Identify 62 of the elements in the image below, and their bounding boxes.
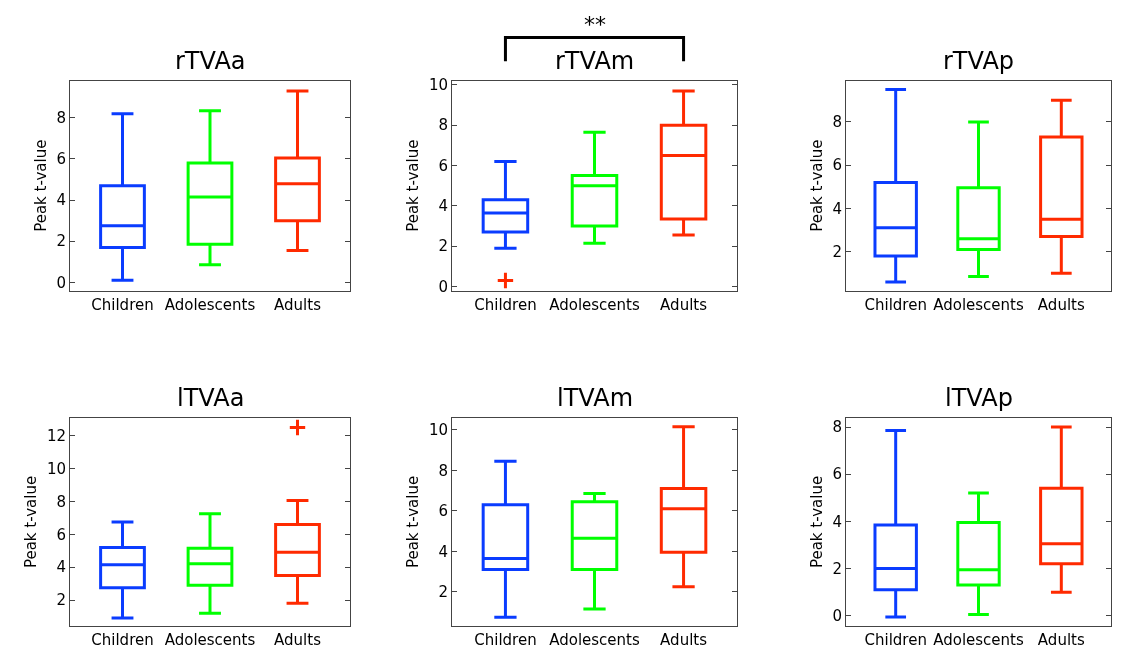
y-tick-label: 8 [56, 109, 66, 128]
y-tick-label: 2 [438, 583, 448, 602]
chart-title: rTVAm [555, 47, 635, 75]
y-tick-label: 6 [832, 465, 842, 484]
y-tick-label: 8 [438, 116, 448, 135]
chart-title: lTVAa [177, 384, 245, 412]
y-tick-label: 12 [46, 426, 66, 445]
x-tick-label: Children [91, 295, 154, 314]
y-tick-label: 2 [832, 559, 842, 578]
text: ** [584, 12, 606, 37]
x-tick-label: Children [864, 631, 927, 650]
x-tick-label: Adults [660, 295, 708, 314]
y-tick-label: 10 [46, 459, 66, 478]
y-tick-label: 6 [832, 156, 842, 175]
y-tick-label: 2 [832, 242, 842, 261]
y-tick-label: 4 [832, 512, 842, 531]
y-tick-label: 0 [56, 273, 66, 292]
x-tick-label: Adolescents [933, 295, 1024, 314]
x-tick-label: Adolescents [549, 631, 640, 650]
chart-title: lTVAp [945, 384, 1013, 412]
x-tick-label: Adults [660, 631, 708, 650]
y-tick-label: 6 [56, 150, 66, 169]
x-tick-label: Adolescents [549, 295, 640, 314]
y-axis-title: Peak t-value [807, 475, 826, 569]
x-tick-label: Children [474, 631, 537, 650]
y-tick-label: 4 [56, 191, 66, 210]
y-axis-title: Peak t-value [404, 139, 423, 232]
y-tick-label: 10 [428, 76, 448, 95]
y-tick-label: 8 [56, 492, 66, 511]
y-tick-label: 6 [56, 525, 66, 544]
x-tick-label: Adults [274, 631, 322, 650]
y-tick-label: 0 [438, 277, 448, 296]
x-tick-label: Children [864, 295, 927, 314]
y-tick-label: 10 [428, 420, 448, 439]
y-tick-label: 6 [438, 502, 448, 521]
x-tick-label: Children [91, 631, 154, 650]
y-axis-title: Peak t-value [807, 139, 826, 232]
y-tick-label: 4 [438, 542, 448, 561]
x-tick-label: Adults [1037, 295, 1085, 314]
x-tick-label: Children [474, 295, 537, 314]
y-tick-label: 4 [438, 197, 448, 216]
y-tick-label: 2 [56, 591, 66, 610]
y-tick-label: 4 [832, 199, 842, 218]
x-tick-label: Adults [1037, 631, 1085, 650]
y-tick-label: 8 [832, 113, 842, 132]
y-axis-title: Peak t-value [22, 475, 41, 569]
y-axis-title: Peak t-value [31, 139, 50, 232]
x-tick-label: Adolescents [164, 631, 256, 650]
y-tick-label: 0 [832, 606, 842, 625]
chart-title: rTVAa [175, 47, 246, 75]
y-tick-label: 4 [56, 558, 66, 577]
y-tick-label: 2 [438, 237, 448, 256]
y-tick-label: 6 [438, 156, 448, 175]
chart-title: rTVAp [943, 47, 1015, 75]
y-tick-label: 2 [56, 232, 66, 251]
y-tick-label: 8 [832, 418, 842, 437]
x-tick-label: Adolescents [933, 631, 1024, 650]
chart-title: lTVAm [557, 384, 634, 412]
x-tick-label: Adults [274, 295, 322, 314]
x-tick-label: Adolescents [164, 295, 256, 314]
y-tick-label: 8 [438, 461, 448, 480]
y-axis-title: Peak t-value [404, 475, 423, 569]
